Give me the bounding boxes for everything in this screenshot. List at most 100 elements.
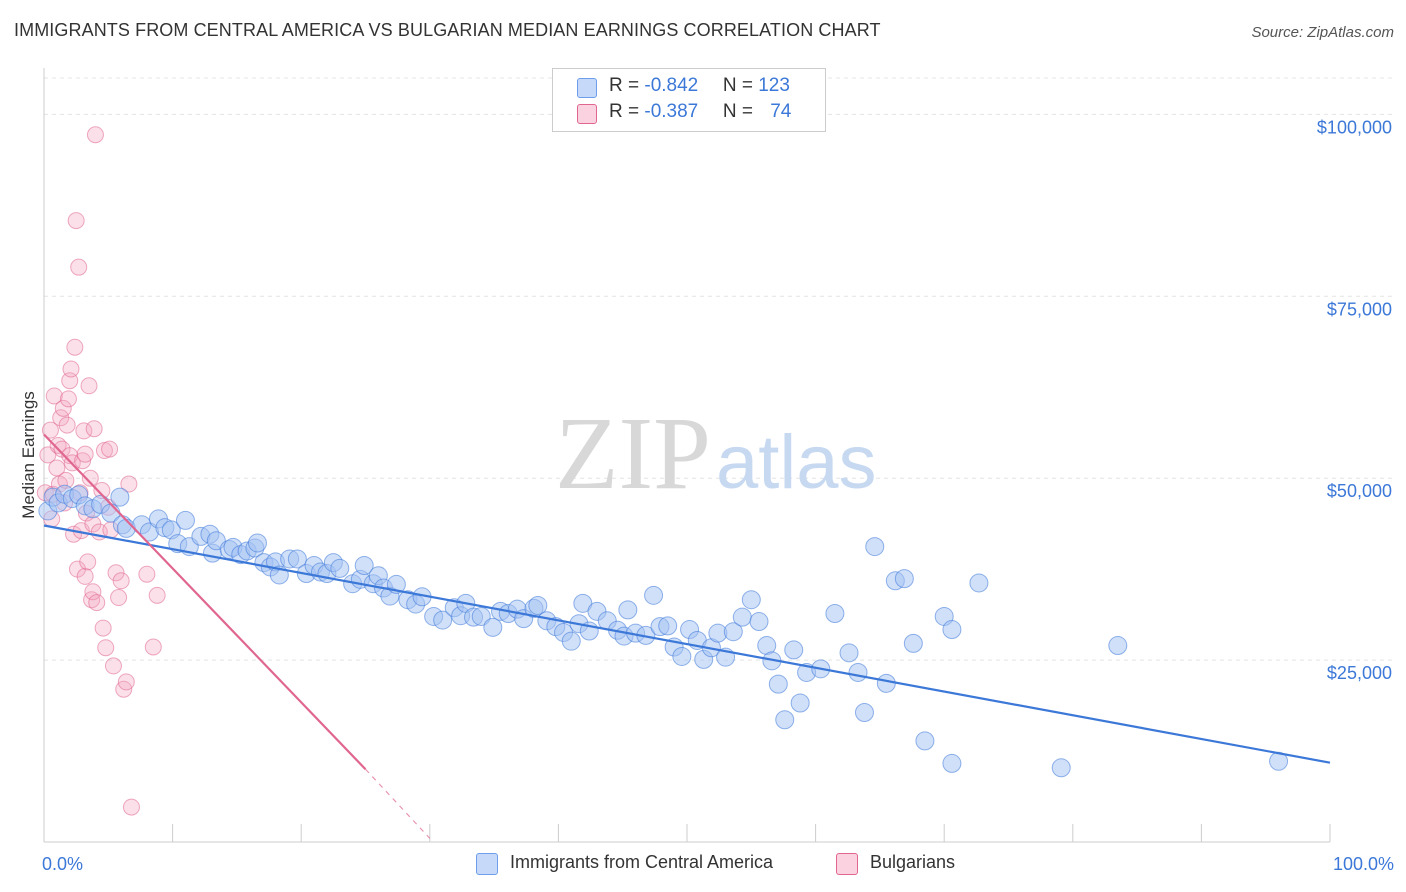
bottom-legend-label: Bulgarians bbox=[870, 852, 956, 872]
legend-r-value: -0.387 bbox=[644, 101, 699, 122]
bulgarians-point bbox=[117, 673, 135, 691]
central-america-point bbox=[618, 600, 638, 620]
source-label: Source: ZipAtlas.com bbox=[1251, 24, 1394, 41]
legend-r-value: -0.842 bbox=[644, 75, 699, 96]
bottom-legend-label: Immigrants from Central America bbox=[510, 852, 774, 872]
bulgarians-point bbox=[76, 445, 94, 463]
central-america-point bbox=[839, 643, 859, 663]
bulgarians-point bbox=[79, 553, 97, 571]
bulgarians-trend-extension bbox=[365, 768, 431, 839]
bulgarians-point bbox=[59, 390, 77, 408]
legend-r-label: R = bbox=[609, 101, 645, 122]
central-america-point bbox=[330, 558, 350, 578]
central-america-point bbox=[175, 510, 195, 530]
x-tick-label-min: 0.0% bbox=[42, 854, 83, 874]
central-america-point bbox=[775, 710, 795, 730]
central-america-point bbox=[942, 620, 962, 640]
bulgarians-point bbox=[112, 572, 130, 590]
bulgarians-point bbox=[66, 338, 84, 356]
legend-swatch-pink bbox=[577, 104, 597, 124]
central-america-point bbox=[848, 662, 868, 682]
bulgarians-point bbox=[86, 126, 104, 144]
bulgarians-point bbox=[84, 583, 102, 601]
bulgarians-point bbox=[120, 475, 138, 493]
legend-n-label: N = bbox=[722, 75, 759, 96]
legend-n-value: 123 bbox=[758, 75, 790, 96]
central-america-point bbox=[1108, 636, 1128, 656]
bulgarians-point bbox=[75, 422, 93, 440]
central-america-point bbox=[825, 604, 845, 624]
central-america-point bbox=[116, 518, 136, 538]
central-america-point bbox=[1051, 758, 1071, 778]
bulgarians-trend-line bbox=[43, 433, 367, 771]
central-america-point bbox=[768, 674, 788, 694]
central-america-point bbox=[915, 731, 935, 751]
central-america-point bbox=[942, 753, 962, 773]
central-america-point bbox=[528, 596, 548, 616]
bulgarians-point bbox=[94, 619, 112, 637]
bulgarians-point bbox=[97, 639, 115, 657]
chart-title: IMMIGRANTS FROM CENTRAL AMERICA VS BULGA… bbox=[14, 20, 881, 40]
central-america-point bbox=[672, 646, 692, 666]
legend-swatch-blue bbox=[577, 78, 597, 98]
trend-lines bbox=[43, 433, 1331, 839]
bulgarians-point bbox=[74, 452, 92, 470]
central-america-point bbox=[483, 617, 503, 637]
central-america-point bbox=[723, 622, 743, 642]
watermark-atlas: atlas bbox=[716, 420, 877, 505]
bulgarians-point bbox=[62, 360, 80, 378]
bulgarians-point bbox=[41, 421, 59, 439]
y-axis-label: Median Earnings bbox=[19, 391, 38, 519]
central-america-point bbox=[854, 702, 874, 722]
central-america-point bbox=[784, 640, 804, 660]
bulgarians-point bbox=[88, 594, 106, 612]
central-america-point bbox=[573, 593, 593, 613]
central-america-point bbox=[247, 533, 267, 553]
bulgarians-point bbox=[67, 212, 85, 230]
central-america-point bbox=[790, 693, 810, 713]
central-america-point bbox=[354, 556, 374, 576]
bulgarians-point bbox=[144, 638, 162, 656]
central-america-point bbox=[658, 616, 678, 636]
stats-legend: R = -0.842 N = 123 R = -0.387 N = 74 bbox=[552, 68, 826, 132]
bulgarians-point bbox=[54, 399, 72, 417]
central-america-point bbox=[865, 537, 885, 557]
watermark: ZIP atlas bbox=[555, 396, 877, 511]
legend-n-value: 74 bbox=[770, 101, 792, 122]
tick-labels: $25,000 $50,000 $75,000 $100,000 0.0% 100.0% bbox=[42, 117, 1394, 874]
bulgarians-point bbox=[104, 657, 122, 675]
central-america-point bbox=[287, 549, 307, 569]
x-tick-label-max: 100.0% bbox=[1333, 854, 1394, 874]
legend-n-label: N = bbox=[722, 101, 759, 122]
bulgarians-point bbox=[101, 440, 119, 458]
bulgarians-point bbox=[45, 387, 63, 405]
bottom-legend-swatch-pink bbox=[836, 853, 858, 875]
bulgarians-point bbox=[76, 567, 94, 585]
central-america-point bbox=[110, 487, 130, 507]
central-america-point bbox=[876, 673, 896, 693]
central-america-point bbox=[903, 633, 923, 653]
central-america-point bbox=[732, 607, 752, 627]
central-america-trend-line bbox=[43, 524, 1331, 764]
bulgarians-point bbox=[52, 409, 70, 427]
central-america-points bbox=[38, 484, 1289, 778]
y-tick-label: $75,000 bbox=[1327, 299, 1392, 319]
y-tick-label: $25,000 bbox=[1327, 663, 1392, 683]
central-america-point bbox=[471, 606, 491, 626]
central-america-point bbox=[433, 610, 453, 630]
bulgarians-point bbox=[80, 377, 98, 395]
gridlines bbox=[44, 77, 1392, 661]
axes bbox=[43, 68, 1331, 843]
central-america-point bbox=[969, 573, 989, 593]
y-tick-label: $50,000 bbox=[1327, 481, 1392, 501]
central-america-point bbox=[749, 612, 769, 632]
bulgarians-point bbox=[70, 258, 88, 276]
central-america-point bbox=[894, 569, 914, 589]
bulgarians-point bbox=[122, 798, 140, 816]
central-america-point bbox=[741, 590, 761, 610]
central-america-point bbox=[561, 631, 581, 651]
bulgarians-point bbox=[148, 586, 166, 604]
legend-r-label: R = bbox=[609, 75, 645, 96]
central-america-point bbox=[644, 585, 664, 605]
